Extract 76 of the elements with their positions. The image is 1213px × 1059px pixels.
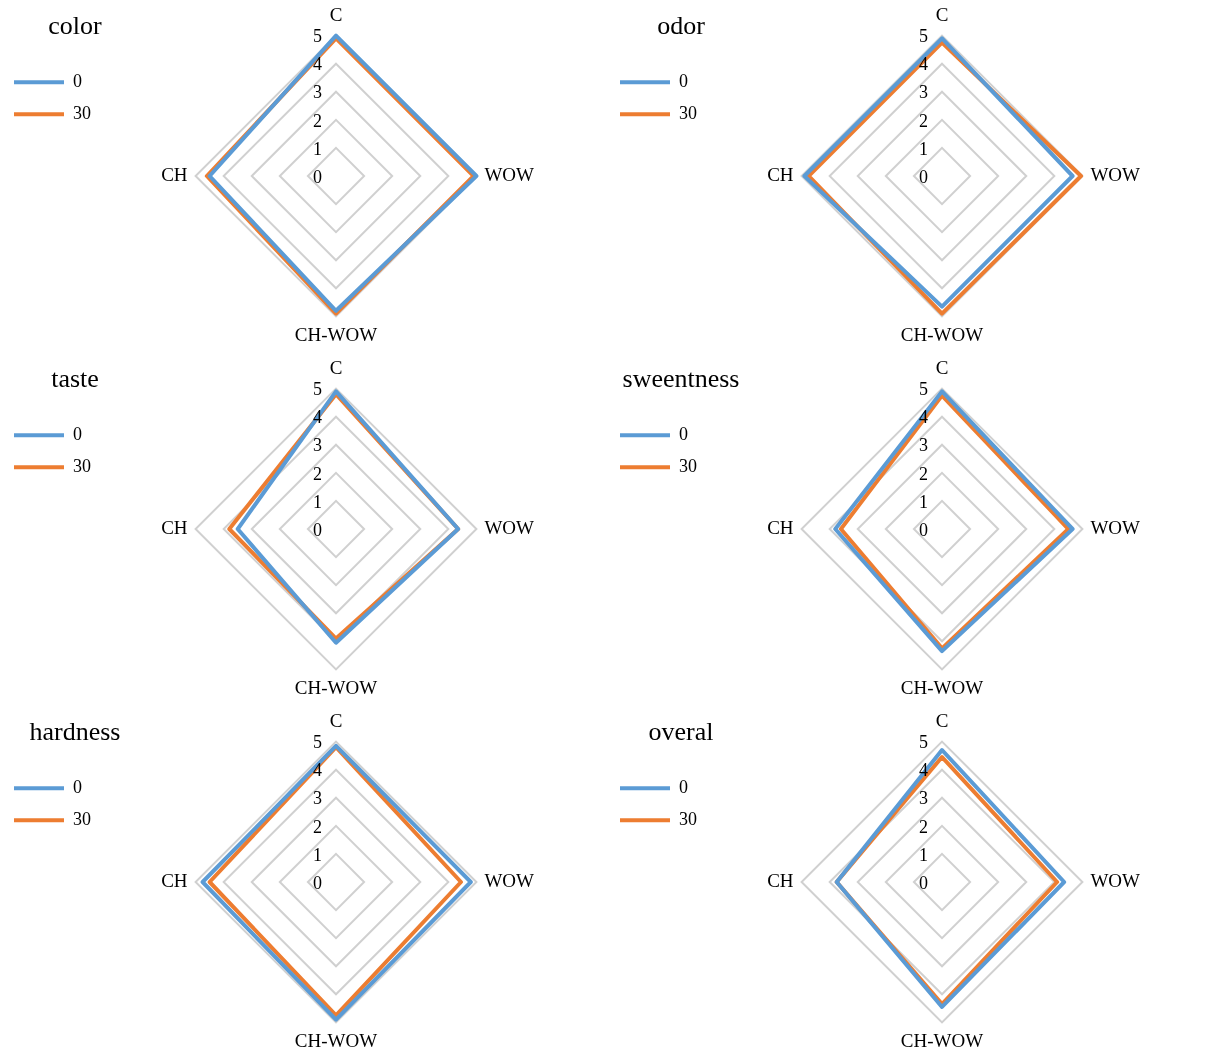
y-tick-label: 3: [919, 788, 928, 809]
spoke-label: CH: [161, 516, 188, 538]
y-tick-label: 4: [919, 407, 928, 428]
y-tick-label: 1: [919, 138, 928, 159]
y-tick-label: 2: [313, 816, 322, 837]
spoke-label: C: [935, 710, 949, 732]
y-tick-label: 1: [313, 844, 322, 865]
legend-label: 0: [679, 776, 688, 797]
legend-label: 0: [679, 70, 688, 91]
chart-title: color: [48, 10, 103, 40]
spoke-label: CH: [767, 869, 794, 891]
spoke-label: WOW: [1090, 516, 1141, 538]
legend-label: 30: [73, 455, 91, 476]
spoke-label: CH: [161, 163, 188, 185]
y-tick-label: 3: [313, 788, 322, 809]
y-tick-label: 5: [919, 26, 928, 47]
spoke-label: CH-WOW: [294, 323, 378, 345]
y-tick-label: 2: [313, 463, 322, 484]
y-tick-label: 0: [919, 872, 928, 893]
legend-label: 30: [679, 808, 697, 829]
spoke-label: CH-WOW: [294, 676, 378, 698]
chart-title: taste: [51, 363, 99, 393]
y-tick-label: 2: [919, 463, 928, 484]
y-tick-label: 4: [919, 760, 928, 781]
y-tick-label: 1: [313, 491, 322, 512]
spoke-label: C: [935, 4, 949, 26]
y-tick-label: 0: [313, 519, 322, 540]
y-tick-label: 3: [313, 82, 322, 103]
spoke-label: CH-WOW: [900, 1029, 984, 1051]
y-tick-label: 1: [313, 138, 322, 159]
spoke-label: C: [935, 357, 949, 379]
chart-title: overal: [648, 716, 714, 746]
y-tick-label: 5: [313, 379, 322, 400]
chart-title: odor: [657, 10, 706, 40]
y-tick-label: 0: [919, 166, 928, 187]
y-tick-label: 4: [313, 407, 322, 428]
y-tick-label: 2: [313, 110, 322, 131]
spoke-label: C: [329, 4, 343, 26]
legend-label: 0: [679, 423, 688, 444]
y-tick-label: 5: [313, 732, 322, 753]
y-tick-label: 0: [919, 519, 928, 540]
y-tick-label: 1: [919, 491, 928, 512]
spoke-label: CH: [161, 869, 188, 891]
legend-label: 0: [73, 70, 82, 91]
legend-label: 30: [679, 102, 697, 123]
y-tick-label: 3: [919, 435, 928, 456]
chart-title: sweentness: [622, 363, 740, 393]
spoke-label: C: [329, 710, 343, 732]
y-tick-label: 5: [919, 732, 928, 753]
y-tick-label: 0: [313, 872, 322, 893]
spoke-label: WOW: [484, 163, 535, 185]
spoke-label: WOW: [484, 516, 535, 538]
chart-title: hardness: [29, 716, 121, 746]
spoke-label: CH-WOW: [900, 676, 984, 698]
spoke-label: CH-WOW: [294, 1029, 378, 1051]
y-tick-label: 4: [313, 54, 322, 75]
legend-label: 30: [73, 102, 91, 123]
spoke-label: WOW: [1090, 869, 1141, 891]
y-tick-label: 5: [919, 379, 928, 400]
spoke-label: WOW: [1090, 163, 1141, 185]
y-tick-label: 5: [313, 26, 322, 47]
spoke-label: CH: [767, 516, 794, 538]
spoke-label: C: [329, 357, 343, 379]
legend-label: 30: [679, 455, 697, 476]
legend-label: 0: [73, 776, 82, 797]
legend-label: 0: [73, 423, 82, 444]
y-tick-label: 3: [919, 82, 928, 103]
legend-label: 30: [73, 808, 91, 829]
spoke-label: CH: [767, 163, 794, 185]
y-tick-label: 0: [313, 166, 322, 187]
y-tick-label: 1: [919, 844, 928, 865]
y-tick-label: 2: [919, 110, 928, 131]
y-tick-label: 2: [919, 816, 928, 837]
spoke-label: CH-WOW: [900, 323, 984, 345]
spoke-label: WOW: [484, 869, 535, 891]
y-tick-label: 3: [313, 435, 322, 456]
